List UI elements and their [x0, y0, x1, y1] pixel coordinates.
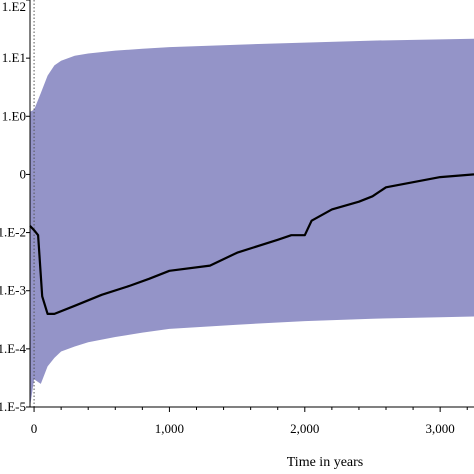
x-tick-label: 3,000	[426, 421, 455, 436]
confidence-band	[30, 38, 474, 408]
x-axis-title: Time in years	[287, 455, 363, 470]
y-axis-ticks: 1.E2 1.E1 1.E0 0 1.E-2 1.E-3 1.E-4 1.E-5	[0, 0, 30, 414]
x-axis-ticks: 0 1,000 2,000 3,000	[31, 407, 468, 436]
y-tick-label: 1.E2	[2, 0, 26, 14]
x-tick-label: 0	[31, 421, 38, 436]
plot-area	[29, 0, 474, 408]
y-tick-label: 1.E1	[2, 50, 26, 65]
y-tick-label: 1.E-4	[0, 341, 26, 356]
y-tick-label: 1.E-5	[0, 399, 26, 414]
x-tick-label: 2,000	[290, 421, 319, 436]
y-tick-label: 1.E-2	[0, 225, 26, 240]
y-tick-label: 1.E-3	[0, 283, 26, 298]
y-tick-label: 1.E0	[2, 108, 26, 123]
y-tick-label: 0	[20, 166, 27, 181]
series-line-0	[29, 173, 474, 315]
x-tick-label: 1,000	[155, 421, 184, 436]
